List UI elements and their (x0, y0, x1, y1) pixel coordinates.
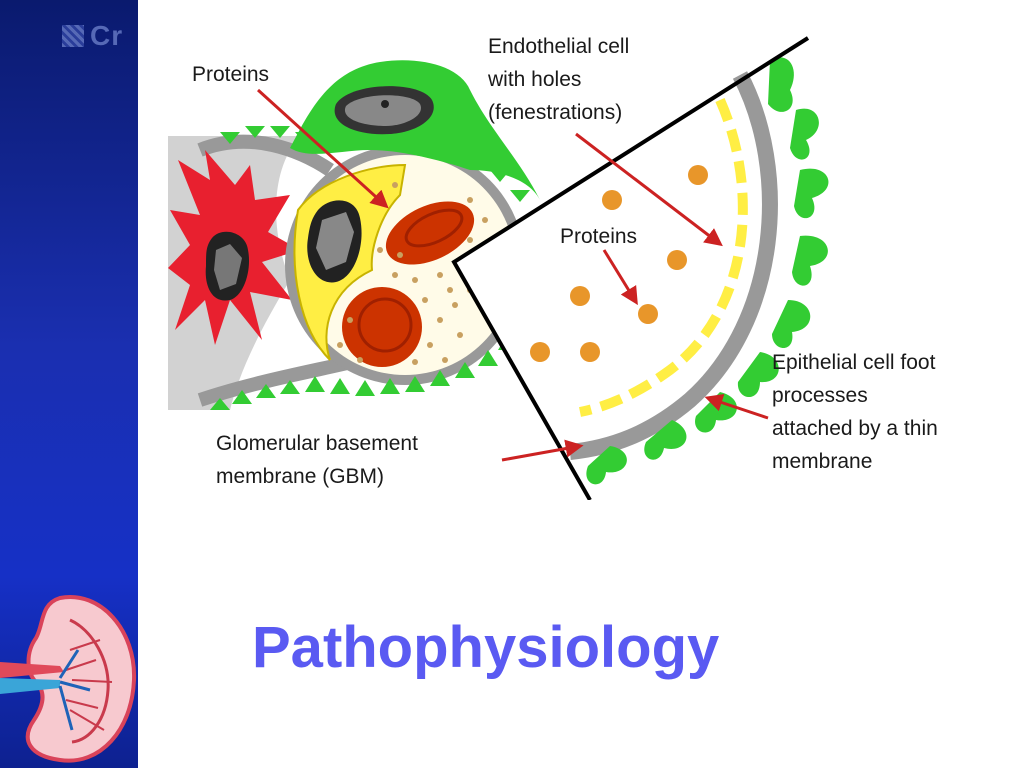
label-glomerular-basement-membrane: Glomerular basement membrane (GBM) (216, 432, 418, 488)
inset-proteins (530, 165, 708, 362)
glomerular-filtration-diagram (168, 36, 829, 500)
label-proteins-inset: Proteins (560, 225, 638, 248)
inset-wedge (454, 38, 808, 500)
inset-gbm (569, 71, 778, 460)
red-blood-cell (385, 201, 475, 265)
annotation-arrows (256, 88, 769, 462)
logo-text: Cr (90, 20, 124, 51)
slide-title: Pathophysiology (252, 615, 720, 680)
kidney-icon (0, 594, 137, 763)
upper-gbm-arc (197, 134, 334, 176)
label-endothelial-cell: Endothelial cell with holes (fenestratio… (488, 35, 630, 124)
label-proteins-top: Proteins (192, 63, 270, 86)
label-epithelial-foot-processes: Epithelial cell foot processes attached … (772, 351, 938, 473)
inset-foot-processes (586, 57, 829, 485)
inset-border (451, 36, 810, 500)
logo: Cr (62, 20, 123, 52)
inset-fenestrations (578, 97, 748, 417)
logo-icon (62, 25, 84, 47)
